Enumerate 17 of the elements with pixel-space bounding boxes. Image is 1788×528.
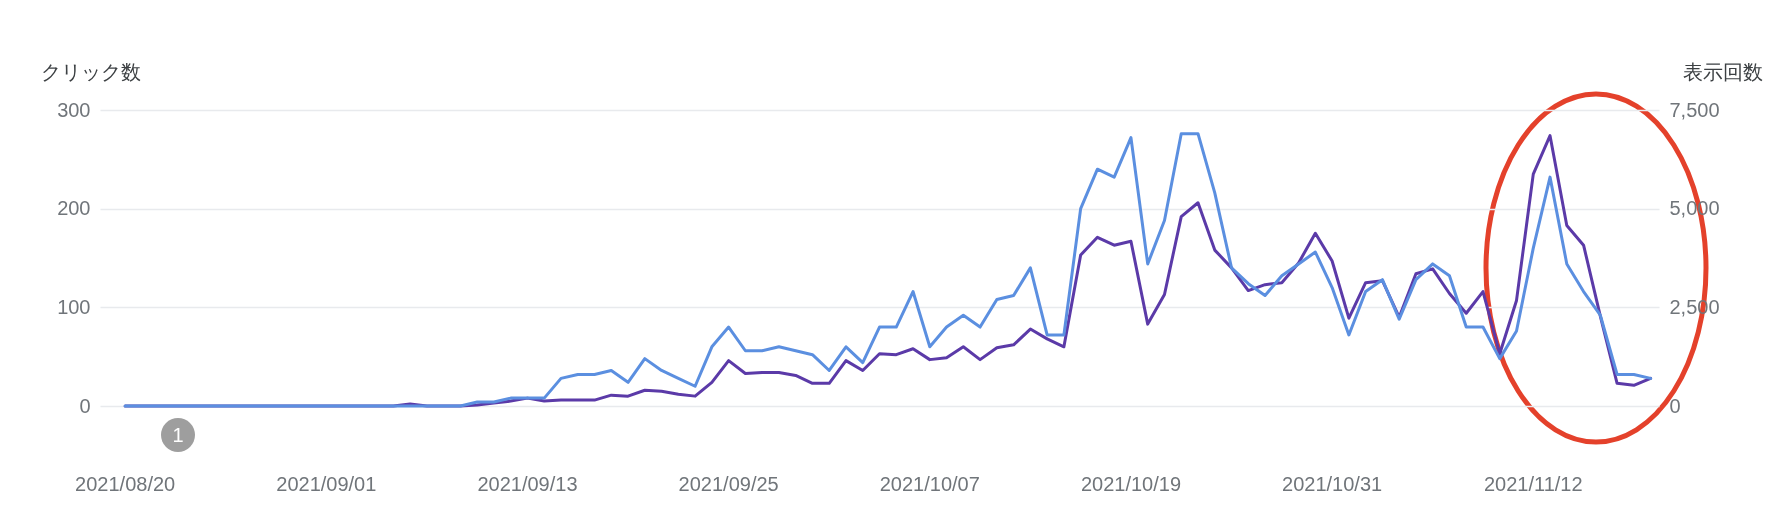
x-tick-label: 2021/08/20 bbox=[75, 473, 176, 495]
y-tick-label: 0 bbox=[79, 394, 91, 417]
x-tick-label: 2021/10/31 bbox=[1282, 473, 1383, 495]
x-tick-label: 2021/09/01 bbox=[276, 473, 377, 495]
y-axis-title: クリック数 bbox=[40, 60, 141, 83]
y2-tick-label: 7,500 bbox=[1669, 98, 1720, 121]
y-tick-label: 100 bbox=[57, 295, 91, 318]
text: 1 bbox=[161, 418, 195, 452]
y2-tick-label: 0 bbox=[1669, 394, 1681, 417]
y-tick-label: 200 bbox=[57, 197, 91, 220]
x-tick-label: 2021/10/19 bbox=[1080, 473, 1182, 495]
x-tick-label: 2021/11/12 bbox=[1483, 473, 1583, 495]
x-tick-label: 2021/09/13 bbox=[477, 473, 578, 495]
y-tick-label: 300 bbox=[57, 98, 91, 121]
y2-axis-title: 表示回数 bbox=[1682, 60, 1763, 83]
x-tick-label: 2021/10/07 bbox=[879, 473, 980, 495]
x-tick-label: 2021/09/25 bbox=[678, 473, 779, 495]
